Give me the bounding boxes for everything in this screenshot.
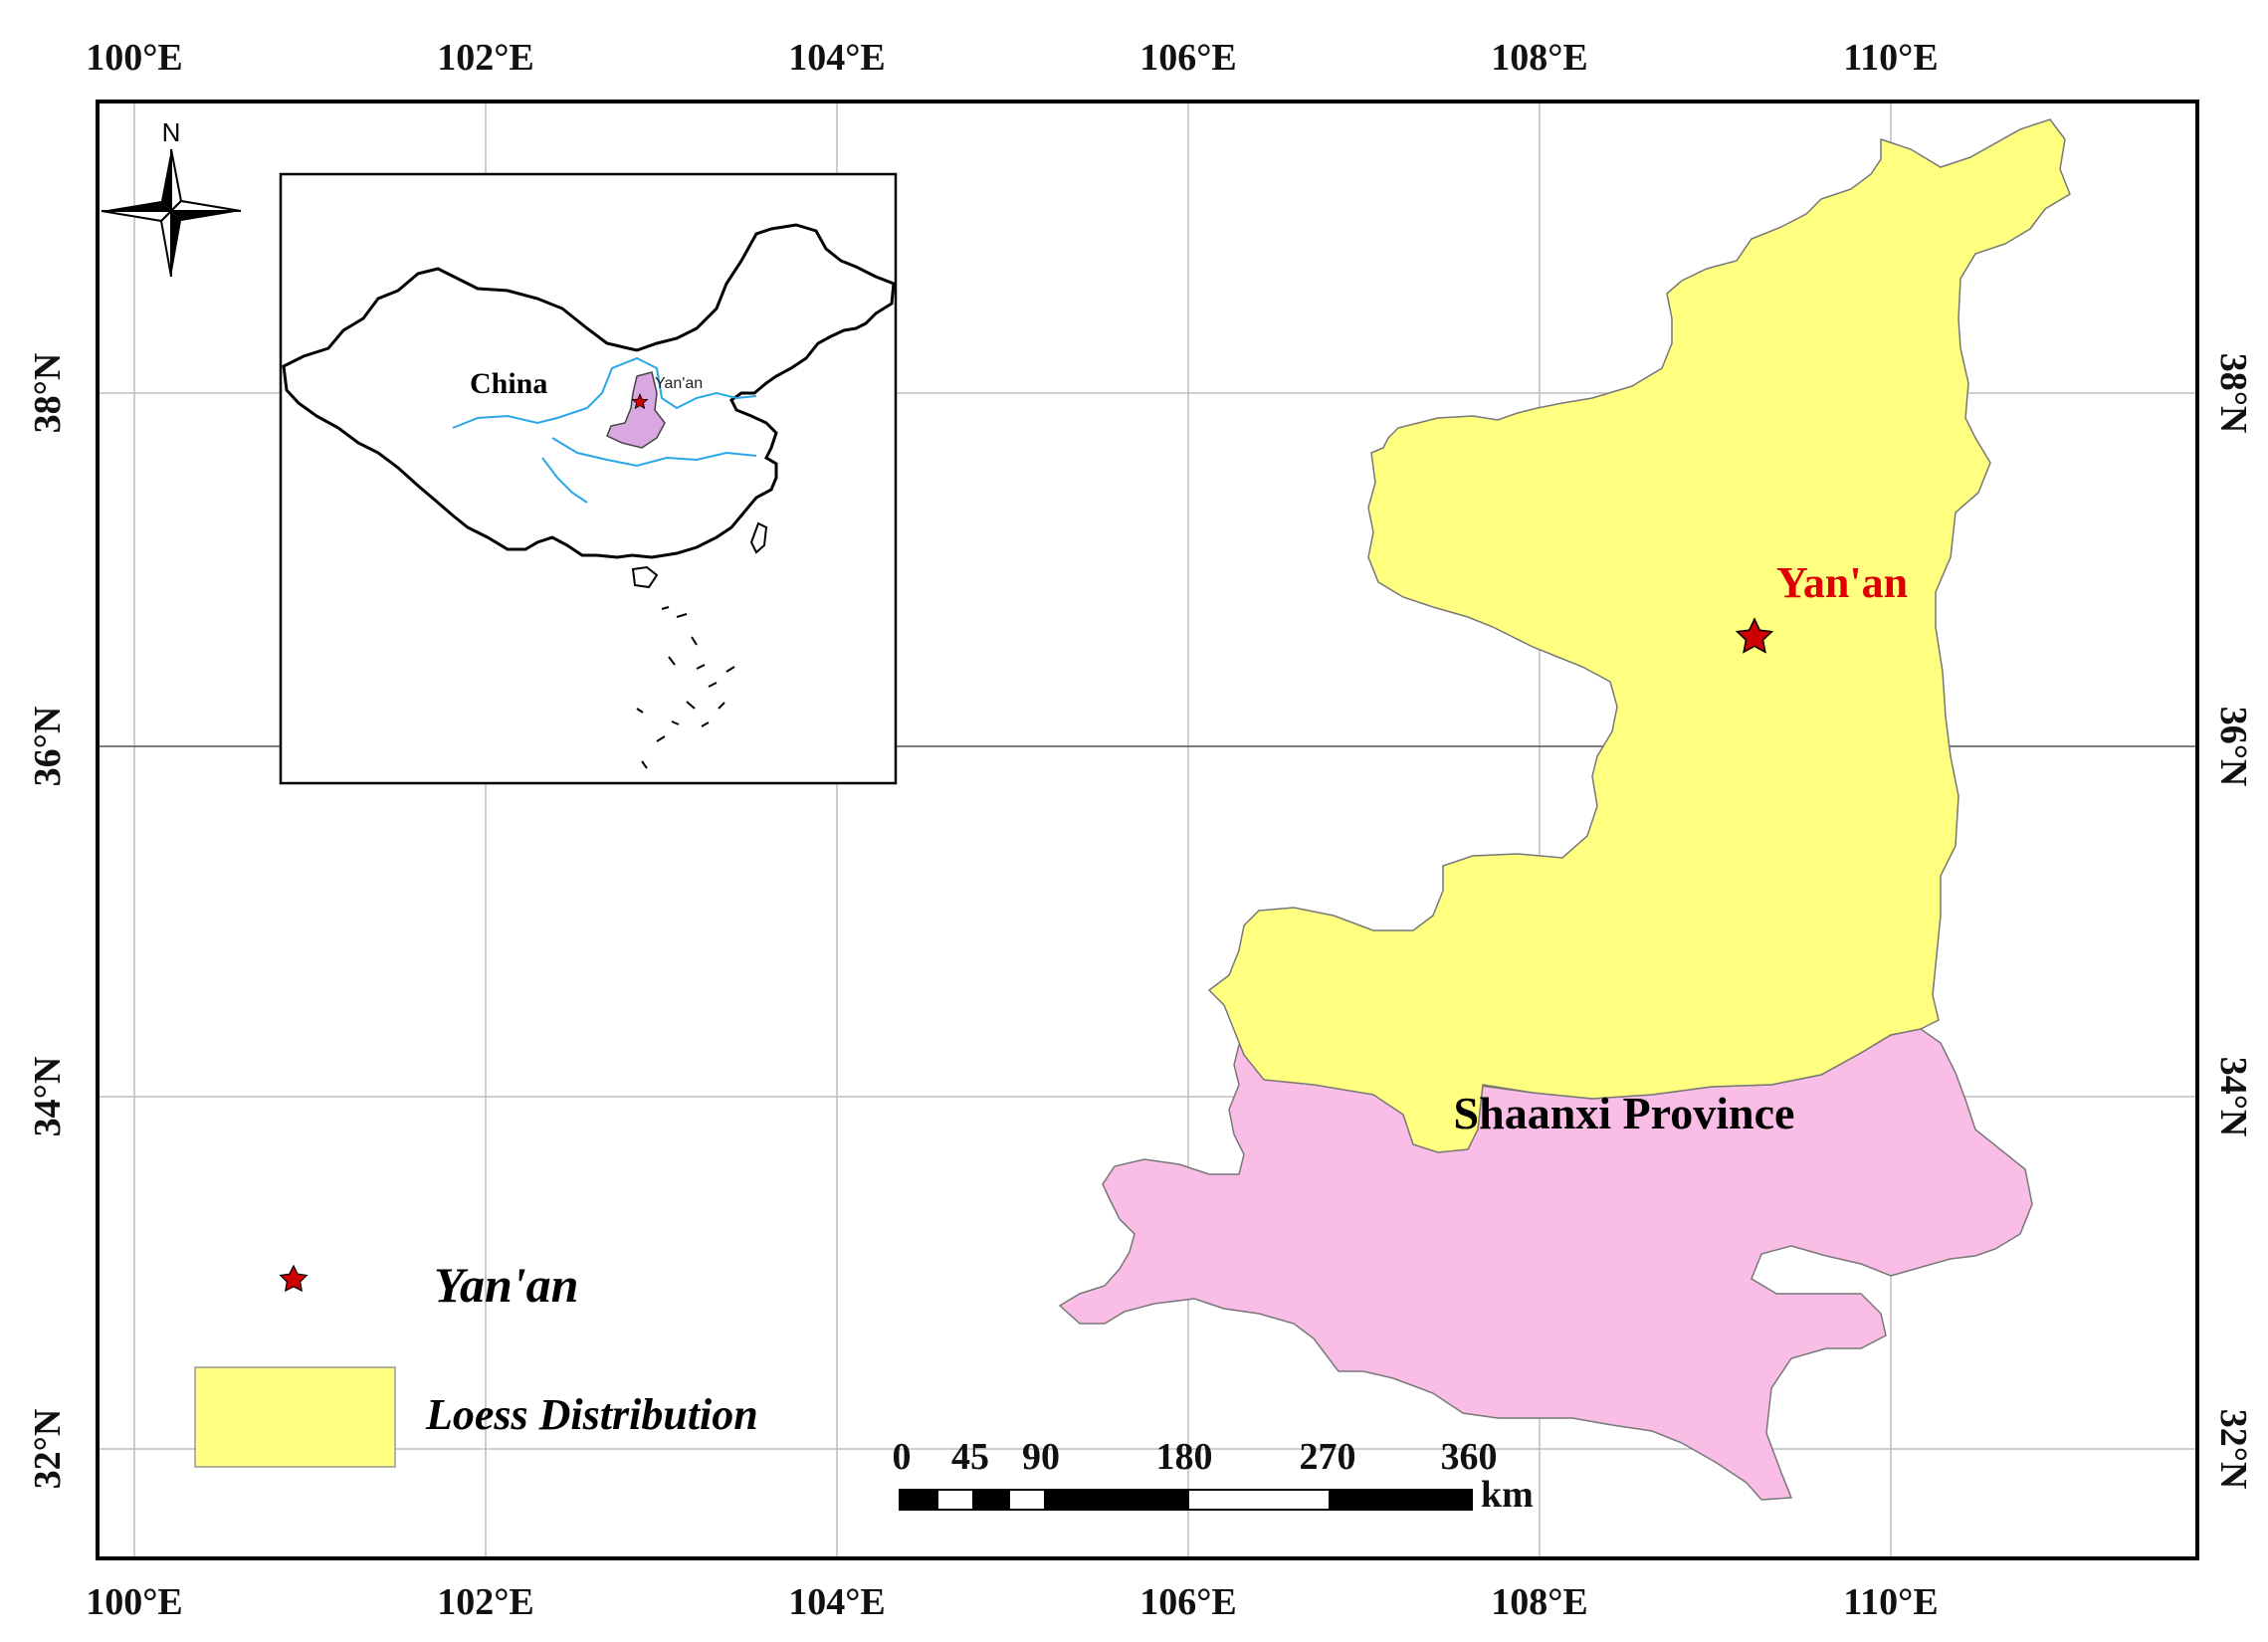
scale-unit: km — [1481, 1474, 1534, 1516]
scale-bar-segments — [899, 1489, 1473, 1511]
lat-label-right-34: 34°N — [2212, 1057, 2254, 1137]
scale-tick-180: 180 — [1156, 1436, 1213, 1478]
north-label: N — [162, 117, 181, 147]
lat-labels-right: 38°N 36°N 34°N 32°N — [2212, 353, 2254, 1490]
inset-map: Yan'an China — [279, 172, 898, 785]
taiwan-island — [749, 521, 768, 554]
inset-shaanxi — [606, 371, 666, 449]
inset-country-label: China — [470, 367, 547, 400]
shaanxi-south-region — [1058, 1028, 2033, 1501]
legend: Yan'an Loess Distribution — [194, 1257, 758, 1468]
inset-city-star-icon — [631, 392, 649, 410]
scale-tick-90: 90 — [1022, 1436, 1060, 1478]
lon-label-bottom-108: 108°E — [1491, 1581, 1588, 1623]
south-china-sea-islands — [636, 606, 735, 769]
north-arrow-icon: N — [101, 117, 242, 278]
lon-labels-top: 100°E 102°E 104°E 106°E 108°E 110°E — [86, 37, 1939, 79]
lat-label-left-36: 36°N — [27, 707, 69, 787]
loess-region — [1207, 118, 2071, 1153]
lat-label-left-34: 34°N — [27, 1057, 69, 1137]
lon-label-top-104: 104°E — [788, 37, 886, 79]
scale-bar: 0 45 90 180 270 360 km — [893, 1436, 1534, 1516]
lon-label-bottom-100: 100°E — [86, 1581, 183, 1623]
inset-city-label: Yan'an — [655, 375, 703, 392]
scale-tick-45: 45 — [951, 1436, 989, 1478]
lat-label-right-36: 36°N — [2212, 707, 2254, 787]
scale-bar-ticks: 0 45 90 180 270 360 — [893, 1436, 1498, 1478]
province-label: Shaanxi Province — [1454, 1088, 1795, 1138]
legend-city-label: Yan'an — [434, 1257, 578, 1313]
legend-star-icon — [279, 1264, 309, 1293]
lon-labels-bottom: 100°E 102°E 104°E 106°E 108°E 110°E — [86, 1581, 1939, 1623]
lon-label-top-106: 106°E — [1139, 37, 1237, 79]
legend-loess-patch — [194, 1366, 396, 1468]
scale-tick-0: 0 — [893, 1436, 912, 1478]
lon-label-bottom-110: 110°E — [1843, 1581, 1938, 1623]
city-label: Yan'an — [1776, 558, 1908, 607]
legend-loess-label: Loess Distribution — [425, 1390, 758, 1439]
lon-label-top-102: 102°E — [437, 37, 534, 79]
lon-label-bottom-106: 106°E — [1139, 1581, 1237, 1623]
inset-frame — [279, 172, 898, 785]
lon-label-top-100: 100°E — [86, 37, 183, 79]
scale-tick-360: 360 — [1441, 1436, 1498, 1478]
china-outline — [282, 223, 896, 559]
lon-label-bottom-102: 102°E — [437, 1581, 534, 1623]
lon-label-top-108: 108°E — [1491, 37, 1588, 79]
inset-rivers — [452, 356, 757, 504]
scale-tick-270: 270 — [1300, 1436, 1356, 1478]
city-star-icon — [1735, 617, 1774, 654]
lon-label-bottom-104: 104°E — [788, 1581, 886, 1623]
lat-label-left-32: 32°N — [27, 1409, 69, 1490]
lat-label-right-38: 38°N — [2212, 353, 2254, 434]
map-frame — [96, 100, 2199, 1560]
hainan-island — [631, 565, 659, 589]
lat-labels-left: 38°N 36°N 34°N 32°N — [27, 353, 69, 1490]
lat-label-right-32: 32°N — [2212, 1409, 2254, 1490]
lat-label-left-38: 38°N — [27, 353, 69, 434]
lon-label-top-110: 110°E — [1843, 37, 1938, 79]
